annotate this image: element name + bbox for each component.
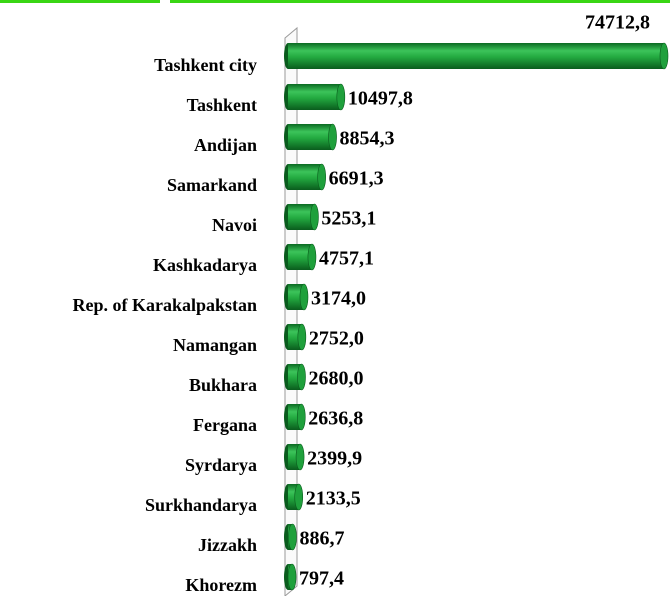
- bar: [288, 284, 304, 310]
- category-label: Samarkand: [167, 175, 257, 195]
- bar-cap: [288, 523, 297, 551]
- bar-cap: [299, 283, 309, 311]
- bar: [288, 124, 333, 150]
- category-label: Syrdarya: [185, 455, 257, 475]
- category-label: Surkhandarya: [145, 495, 257, 515]
- value-label: 10497,8: [348, 88, 413, 110]
- bar-cap: [287, 563, 297, 591]
- bar-cap: [295, 443, 305, 471]
- category-label: Rep. of Karakalpakstan: [72, 295, 257, 315]
- category-label: Andijan: [194, 135, 257, 155]
- bar: [288, 484, 299, 510]
- bar: [288, 43, 664, 69]
- value-label: 2399,9: [307, 448, 362, 470]
- category-label: Namangan: [173, 335, 257, 355]
- value-label: 2680,0: [308, 368, 363, 390]
- bar: [288, 244, 312, 270]
- category-label: Jizzakh: [198, 535, 257, 555]
- value-label: 6691,3: [329, 168, 384, 190]
- value-label: 2133,5: [306, 488, 361, 510]
- bar-cap: [294, 483, 304, 511]
- category-label: Fergana: [193, 415, 257, 435]
- top-strip: [170, 0, 670, 3]
- bar-cap: [310, 203, 319, 231]
- value-label: 3174,0: [311, 288, 366, 310]
- bar-cap: [336, 83, 346, 111]
- value-label: 4757,1: [319, 248, 374, 270]
- value-label: 8854,3: [340, 128, 395, 150]
- top-strip: [0, 0, 160, 3]
- bar-cap: [317, 163, 326, 191]
- value-label: 886,7: [299, 528, 344, 550]
- value-label: 2636,8: [308, 408, 363, 430]
- value-label: 5253,1: [321, 208, 376, 230]
- axis-wall: [284, 26, 298, 596]
- bar-cap: [297, 363, 306, 391]
- bar-cap: [328, 123, 337, 151]
- bar: [288, 84, 341, 110]
- category-label: Khorezm: [185, 575, 257, 595]
- bar: [288, 204, 315, 230]
- bar-cap: [296, 403, 306, 431]
- bar-cap: [297, 323, 307, 351]
- value-label: 797,4: [299, 568, 344, 590]
- bar-cap: [307, 243, 317, 271]
- category-label: Bukhara: [189, 375, 257, 395]
- category-label: Navoi: [212, 215, 257, 235]
- value-label: 74712,8: [585, 12, 650, 34]
- value-label: 2752,0: [309, 328, 364, 350]
- category-label: Kashkadarya: [153, 255, 257, 275]
- category-label: Tashkent: [187, 95, 257, 115]
- bar: [288, 164, 322, 190]
- category-label: Tashkent city: [154, 55, 257, 75]
- bar-cap: [659, 42, 669, 70]
